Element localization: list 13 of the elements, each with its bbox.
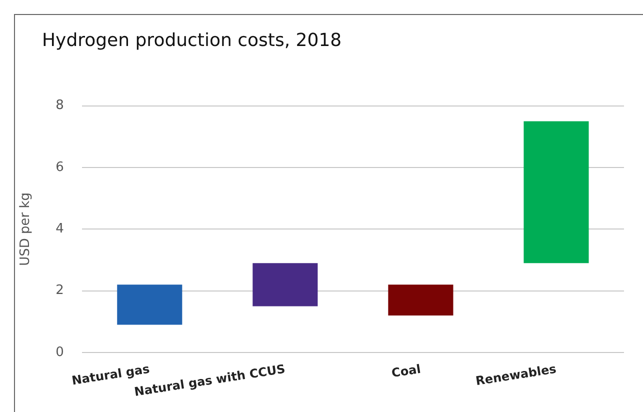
chart-title: Hydrogen production costs, 2018 — [42, 30, 342, 51]
bar — [252, 263, 318, 306]
y-axis-title: USD per kg — [18, 192, 34, 266]
x-tick-label: Coal — [390, 362, 422, 380]
bar — [117, 284, 182, 325]
y-tick-label: 8 — [56, 98, 64, 114]
y-tick-label: 2 — [56, 283, 64, 298]
bar — [524, 121, 589, 264]
y-tick-label: 6 — [56, 160, 64, 175]
y-tick-label: 0 — [56, 344, 64, 360]
x-tick-label: Renewables — [474, 362, 558, 388]
bar — [388, 284, 454, 316]
y-tick-label: 4 — [56, 222, 64, 237]
